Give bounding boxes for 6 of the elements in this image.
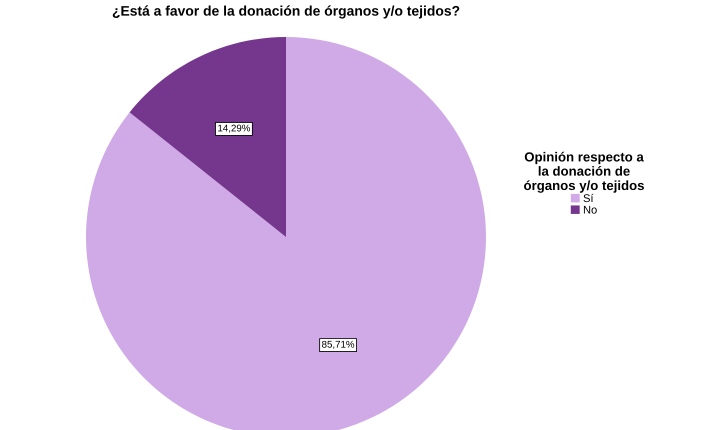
data-label: 85,71% bbox=[322, 340, 354, 349]
chart-title: ¿Está a favor de la donación de órganos y/o tejidos? bbox=[112, 5, 460, 19]
legend-label: Sí bbox=[584, 194, 594, 202]
legend-title: Opinión respecto a la donación de órganos y/o tejidos bbox=[524, 152, 644, 193]
data-label: 14,29% bbox=[218, 124, 250, 133]
legend-label: No bbox=[584, 206, 597, 214]
